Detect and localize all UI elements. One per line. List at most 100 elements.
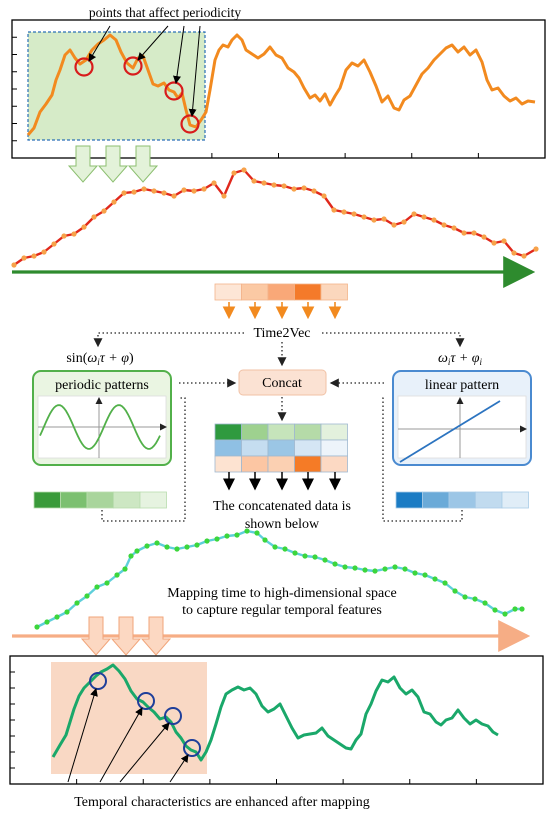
vector-cell [294, 423, 322, 441]
series-point [501, 238, 507, 244]
series-point [54, 614, 60, 620]
series-point [204, 538, 210, 544]
series-point [462, 594, 468, 600]
series-point [251, 178, 257, 184]
series-point [382, 566, 388, 572]
series-point [241, 167, 247, 173]
series-point [234, 532, 240, 538]
series-point [201, 186, 207, 192]
vector-cell [475, 491, 503, 509]
vector-cell [320, 455, 348, 473]
vector-cell [267, 439, 295, 457]
enhanced-point-circle [89, 672, 107, 690]
series-point [194, 542, 200, 548]
vector-cell [294, 283, 322, 301]
series-point [111, 199, 117, 205]
mapped-series-points [34, 528, 525, 630]
time2vec-dotted-connectors [93, 332, 465, 367]
vector-cell [214, 439, 242, 457]
series-point [442, 580, 448, 586]
series-point [391, 222, 397, 228]
series-point [312, 554, 318, 560]
linear-vector [395, 491, 529, 509]
series-point [141, 186, 147, 192]
series-point [452, 588, 458, 594]
series-point [181, 187, 187, 193]
vector-cell [294, 439, 322, 457]
series-point [411, 211, 417, 217]
concat-caption-line1: The concatenated data is [213, 499, 351, 514]
series-point [511, 250, 517, 256]
series-point [451, 225, 457, 231]
periodicity-highlight-box [27, 31, 206, 141]
series-point [321, 193, 327, 199]
enhancement-highlight-box [51, 662, 207, 774]
series-point [231, 170, 237, 176]
series-point [281, 183, 287, 189]
series-point [122, 566, 128, 572]
mapping-text-line2: to capture regular temporal features [182, 603, 382, 618]
top-panel-ticks [12, 19, 479, 159]
series-point [292, 550, 298, 556]
vector-cell [267, 423, 295, 441]
linear-line [399, 400, 501, 463]
vector-cell [214, 283, 242, 301]
linear-formula: ωiτ + φi [438, 351, 483, 367]
series-point [11, 262, 17, 268]
vector-cell [241, 455, 269, 473]
series-point [521, 253, 527, 259]
series-point [533, 246, 539, 252]
series-point [301, 185, 307, 191]
vector-cell [241, 439, 269, 457]
series-point [371, 217, 377, 223]
vector-cell [214, 423, 242, 441]
series-point [164, 544, 170, 550]
series-point [332, 561, 338, 567]
orange-time-series [26, 33, 536, 136]
series-point [431, 217, 437, 223]
series-point [91, 214, 97, 220]
series-point [362, 567, 368, 573]
series-point [482, 600, 488, 606]
enhanced-point-circle [183, 739, 201, 757]
series-point [471, 230, 477, 236]
vector-down-arrows [222, 302, 342, 320]
series-point [262, 537, 268, 543]
concat-label: Concat [262, 376, 302, 391]
vector-cell [267, 455, 295, 473]
series-point [342, 564, 348, 570]
linear-pattern-title: linear pattern [425, 378, 499, 393]
series-point [44, 619, 50, 625]
series-point [302, 553, 308, 559]
series-point [331, 207, 337, 213]
series-point [51, 241, 57, 247]
series-point [361, 214, 367, 220]
series-point [381, 216, 387, 222]
series-point [311, 188, 317, 194]
vector-cell [320, 283, 348, 301]
series-point [81, 224, 87, 230]
series-point [101, 208, 107, 214]
series-point [422, 572, 428, 578]
vector-cell [501, 491, 529, 509]
bottom-panel [9, 655, 544, 785]
series-point [402, 566, 408, 572]
series-point [481, 234, 487, 240]
series-point [128, 553, 134, 559]
vector-cell [33, 491, 61, 509]
green-down-arrows [67, 145, 159, 183]
vector-cell [294, 455, 322, 473]
series-point [472, 596, 478, 602]
series-point [271, 182, 277, 188]
concat-connectors [101, 378, 463, 522]
matrix-down-arrows [223, 472, 341, 491]
vector-cell [241, 283, 269, 301]
red-series-points [11, 167, 539, 268]
series-point [31, 253, 37, 259]
top-panel: points that affect periodicity [11, 5, 546, 159]
series-point [491, 240, 497, 246]
series-point [412, 570, 418, 576]
vector-cell [113, 491, 141, 509]
enhanced-green-series [51, 663, 499, 762]
